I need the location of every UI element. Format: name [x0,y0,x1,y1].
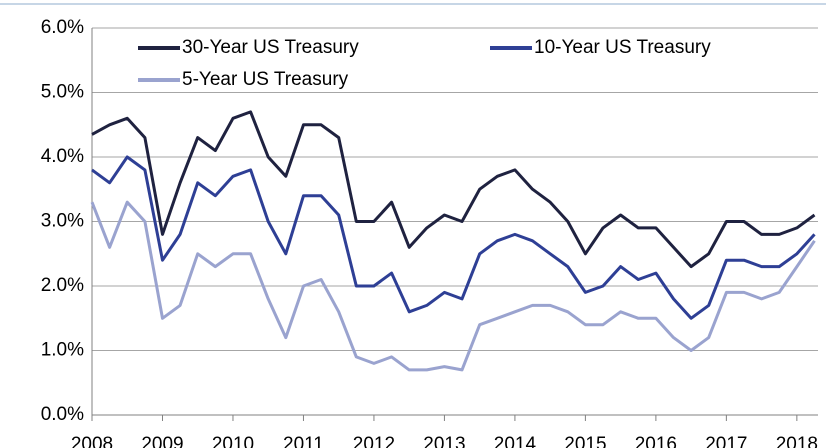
x-tick-label: 2018 [776,434,818,448]
x-tick-label: 2016 [635,434,677,448]
y-tick-label: 4.0% [41,146,84,167]
series-line [90,200,816,372]
y-tick-label: 1.0% [41,340,84,361]
x-tick-label: 2011 [283,434,324,448]
y-tick-label: 6.0% [41,17,84,38]
x-tick-label: 2008 [71,434,113,448]
series-line [91,110,816,269]
x-tick-label: 2010 [212,434,254,448]
x-tick-label: 2015 [564,434,606,448]
y-tick-label: 5.0% [41,82,84,103]
y-tick-label: 3.0% [41,211,84,232]
legend-label: 30-Year US Treasury [182,37,359,58]
legend-label: 5-Year US Treasury [182,69,349,90]
y-tick-label: 2.0% [41,275,84,296]
x-tick-label: 2013 [423,434,465,448]
y-tick-label: 0.0% [41,404,84,425]
legend-label: 10-Year US Treasury [534,37,711,58]
x-tick-label: 2014 [494,434,537,448]
series-line [91,155,816,320]
x-tick-label: 2009 [141,434,183,448]
x-tick-label: 2017 [705,434,747,448]
x-tick-label: 2012 [353,434,395,448]
